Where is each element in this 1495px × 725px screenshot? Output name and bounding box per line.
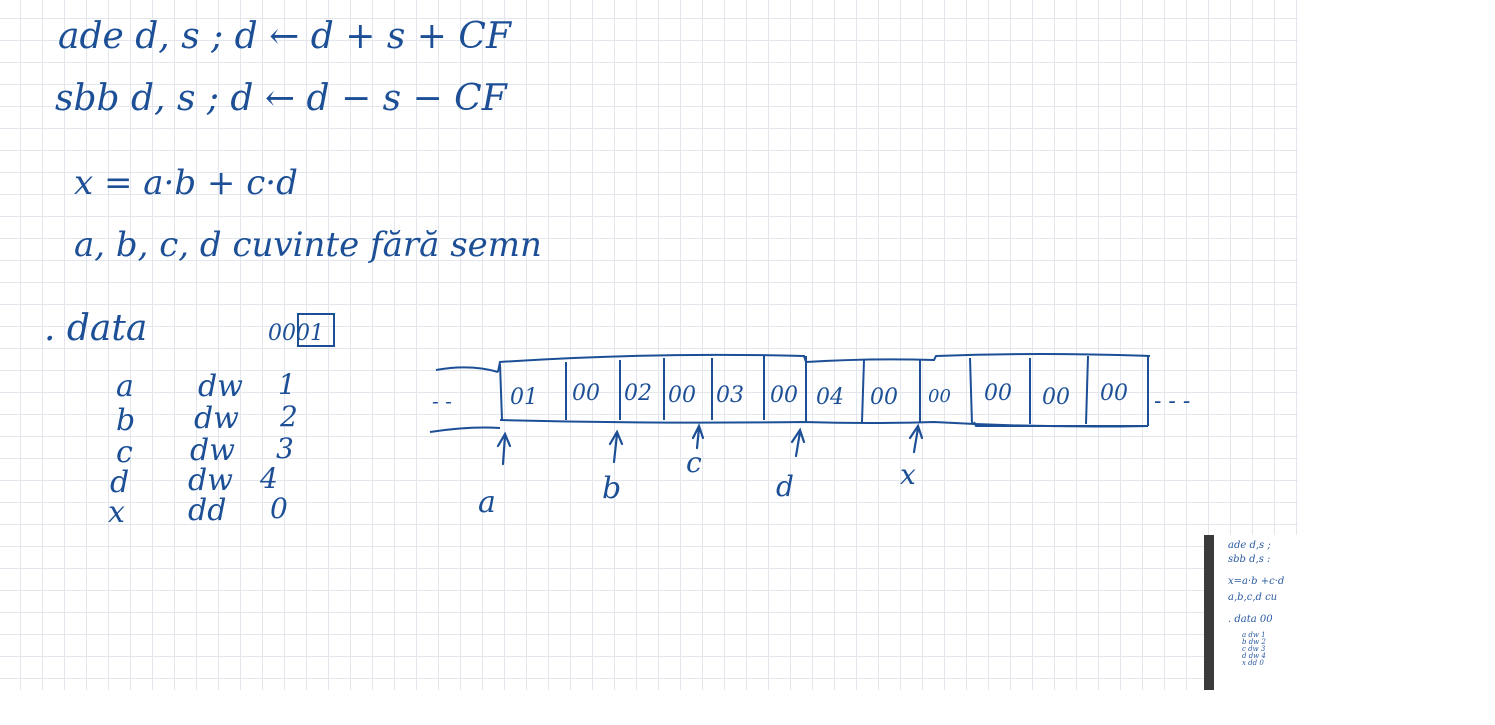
memory-label: b — [602, 471, 621, 506]
memory-lead-dashes: - - — [432, 389, 452, 413]
memory-label: d — [776, 470, 794, 503]
thumb-line: b dw 2 — [1242, 638, 1266, 646]
handwriting-layer: ade d, s ; d ← d + s + CF sbb d, s ; d ←… — [44, 16, 1190, 530]
memory-label: c — [686, 446, 702, 479]
memory-byte: 02 — [624, 381, 652, 406]
decl-value: 1 — [278, 368, 296, 401]
memory-byte: 00 — [928, 386, 951, 407]
memory-label: x — [900, 458, 916, 491]
page-thumbnail[interactable]: ade d,s ; sbb d,s : x=a·b +c·d a,b,c,d c… — [1204, 535, 1298, 690]
decl-directive: dw — [188, 463, 233, 498]
note-line-expression: x = a·b + c·d — [74, 163, 298, 203]
decl-directive: dw — [194, 401, 239, 436]
memory-byte: 00 — [668, 383, 696, 408]
note-line-sbb: sbb d, s ; d ← d − s − CF — [55, 78, 509, 119]
thumb-line: a,b,c,d cu — [1228, 592, 1278, 603]
note-line-data-section: . data — [44, 308, 147, 349]
decl-name: b — [116, 403, 135, 438]
memory-byte: 04 — [816, 385, 844, 410]
declarations-table: a dw 1 b dw 2 c dw 3 d dw 4 x dd 0 — [108, 368, 298, 530]
decl-value: 4 — [259, 462, 278, 495]
note-line-adc: ade d, s ; d ← d + s + CF — [58, 16, 513, 57]
decl-name: c — [116, 435, 133, 470]
memory-diagram: - - - - - — [429, 353, 1190, 520]
decl-directive: dw — [198, 369, 243, 404]
decl-directive: dw — [190, 433, 235, 468]
byte-order-box — [297, 313, 335, 347]
memory-byte: 00 — [870, 385, 898, 410]
memory-label: a — [478, 485, 496, 520]
thumb-line: x dd 0 — [1242, 659, 1264, 667]
decl-directive: dd — [188, 493, 226, 528]
decl-value: 3 — [276, 432, 294, 465]
thumb-line: x=a·b +c·d — [1228, 576, 1285, 587]
decl-name: a — [116, 369, 134, 404]
note-line-unsigned: a, b, c, d cuvinte fără semn — [74, 225, 542, 265]
thumb-line: d dw 4 — [1242, 652, 1266, 660]
memory-byte: 01 — [510, 385, 538, 410]
memory-trail-dashes: - - - — [1154, 389, 1190, 414]
thumb-line: ade d,s ; — [1228, 540, 1271, 551]
memory-byte: 00 — [1042, 385, 1070, 410]
memory-byte: 00 — [1100, 381, 1128, 406]
thumb-line: c dw 3 — [1242, 645, 1266, 653]
thumb-line: sbb d,s : — [1228, 554, 1271, 565]
memory-byte: 00 — [770, 383, 798, 408]
decl-name: d — [110, 465, 129, 500]
thumb-line: . data 00 — [1228, 614, 1273, 625]
memory-byte: 00 — [984, 381, 1012, 406]
decl-value: 2 — [279, 400, 298, 433]
thumb-line: a dw 1 — [1242, 631, 1266, 639]
decl-value: 0 — [270, 492, 288, 525]
memory-byte: 03 — [716, 383, 744, 408]
memory-byte: 00 — [572, 381, 600, 406]
note-byte-order-example: 0001 — [268, 321, 324, 346]
decl-name: x — [108, 495, 125, 530]
notebook-canvas[interactable]: ade d, s ; d ← d + s + CF sbb d, s ; d ←… — [0, 0, 1298, 690]
